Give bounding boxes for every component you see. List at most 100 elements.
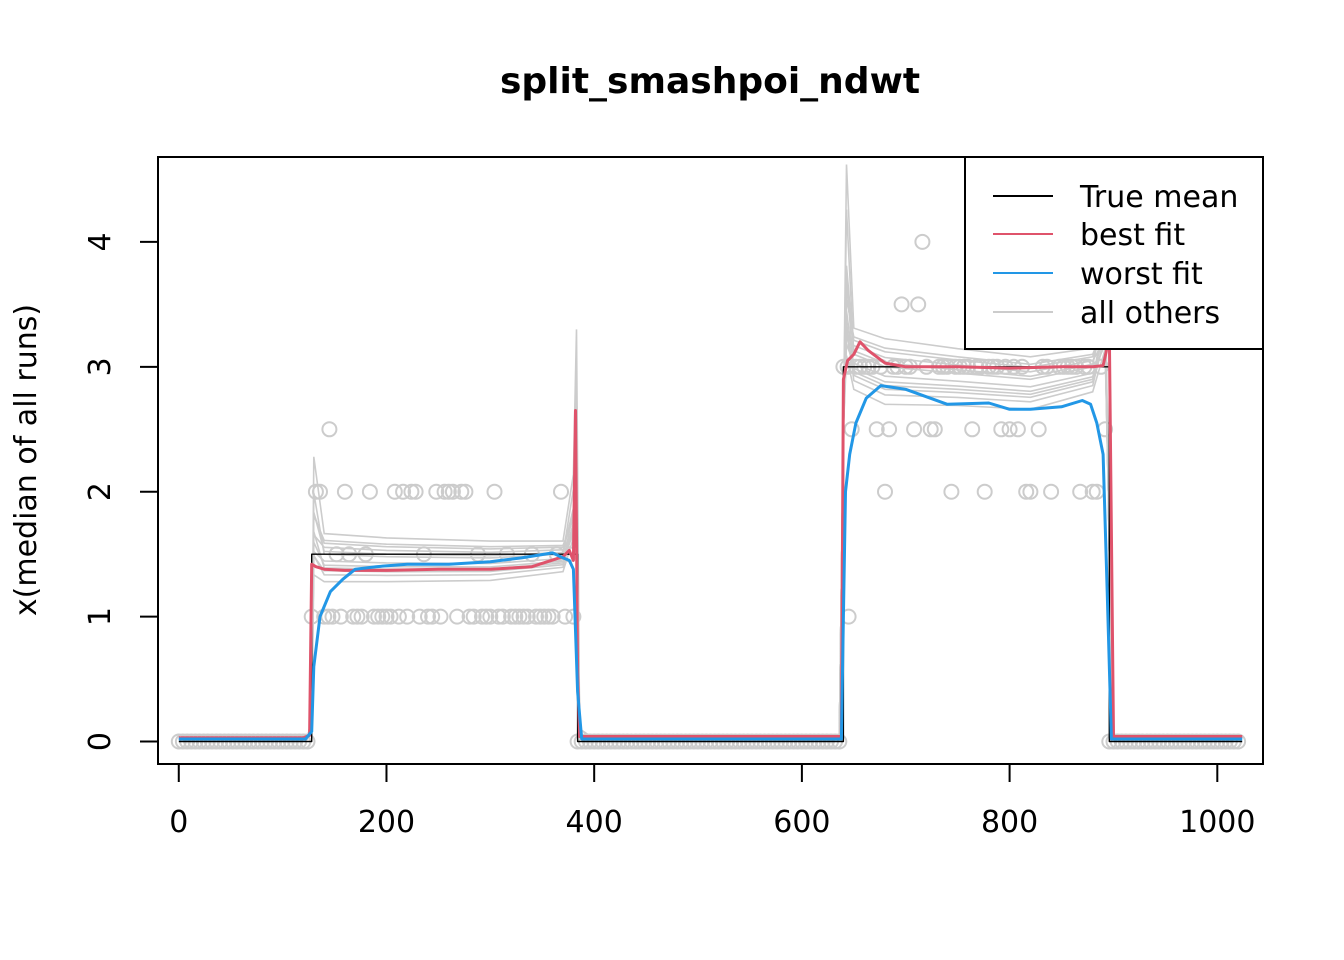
plot-area: [157, 156, 1264, 765]
x-axis: 0 200 400 600 800 1000: [169, 763, 1255, 840]
observation-point: [490, 608, 507, 625]
observation-point: [868, 421, 885, 438]
observation-point: [943, 483, 960, 500]
observation-point: [349, 608, 366, 625]
observation-point: [993, 421, 1010, 438]
observation-point: [444, 483, 461, 500]
observation-point: [386, 483, 403, 500]
observation-point: [532, 608, 549, 625]
observation-point: [382, 608, 399, 625]
y-axis-label: x(median of all runs): [9, 304, 44, 616]
observation-point: [411, 608, 428, 625]
observation-point: [482, 608, 499, 625]
observation-point: [361, 483, 378, 500]
observation-point: [1001, 421, 1018, 438]
observation-point: [926, 421, 943, 438]
observation-point: [332, 608, 349, 625]
true-mean-line: [178, 366, 1243, 743]
x-tick-label: 1000: [1179, 805, 1255, 840]
observation-point: [519, 608, 536, 625]
observation-point: [449, 608, 466, 625]
worst-fit-line: [178, 384, 1243, 741]
observation-point: [976, 483, 993, 500]
observation-point: [515, 608, 532, 625]
observation-point: [461, 608, 478, 625]
legend-label-all-others: all others: [1080, 296, 1220, 331]
chart-title: split_smashpoi_ndwt: [500, 61, 920, 102]
legend-label-worst-fit: worst fit: [1080, 257, 1203, 292]
observation-point: [440, 483, 457, 500]
observation-point: [353, 608, 370, 625]
observation-point: [474, 608, 490, 625]
observation-point: [1072, 483, 1089, 500]
y-tick-label: 4: [83, 232, 118, 251]
highlighted-fit-lines: [178, 327, 1243, 743]
observation-point: [1043, 483, 1060, 500]
x-tick-label: 600: [773, 805, 830, 840]
observation-point: [494, 608, 511, 625]
observation-point: [877, 483, 893, 500]
observation-point: [465, 608, 482, 625]
observation-point: [366, 608, 382, 625]
observation-point: [424, 608, 441, 625]
best-fit-line: [178, 327, 1243, 740]
observation-point: [507, 608, 524, 625]
observation-point: [893, 296, 910, 313]
observation-point: [321, 421, 338, 438]
observation-point: [914, 233, 931, 250]
observation-point: [395, 483, 412, 500]
observation-point: [544, 608, 561, 625]
observation-point: [1030, 421, 1047, 438]
observation-point: [307, 483, 324, 500]
observation-point: [336, 483, 353, 500]
observation-point: [428, 483, 445, 500]
observation-point: [503, 608, 520, 625]
observation-point: [370, 608, 387, 625]
observation-point: [1084, 483, 1101, 500]
observation-point: [910, 296, 927, 313]
legend-box: [964, 156, 1264, 350]
y-tick-label: 3: [83, 357, 118, 376]
observation-point: [1009, 421, 1026, 438]
observation-point: [964, 421, 981, 438]
observation-point: [881, 421, 898, 438]
observation-point: [553, 483, 569, 500]
observation-point: [420, 608, 436, 625]
y-tick-label: 0: [83, 732, 118, 751]
observation-point: [486, 483, 503, 500]
x-tick-label: 0: [169, 805, 188, 840]
observation-point: [436, 483, 453, 500]
observation-point: [453, 483, 470, 500]
observation-point: [540, 608, 557, 625]
observation-point: [324, 608, 341, 625]
observation-point: [478, 608, 495, 625]
observation-point: [511, 608, 528, 625]
observation-point: [403, 483, 420, 500]
observation-point: [528, 608, 544, 625]
observation-point: [557, 608, 574, 625]
observation-point: [432, 608, 449, 625]
x-tick-label: 400: [566, 805, 623, 840]
y-axis: 0 1 2 3 4: [83, 232, 159, 751]
legend: True mean best fit worst fit all others: [964, 156, 1264, 350]
legend-label-best-fit: best fit: [1080, 218, 1185, 253]
observation-point: [345, 608, 362, 625]
observation-point: [378, 608, 395, 625]
observation-point: [374, 608, 391, 625]
observation-point: [1022, 483, 1039, 500]
observation-point: [922, 421, 939, 438]
x-tick-label: 800: [981, 805, 1038, 840]
observation-point: [1018, 483, 1035, 500]
observation-point: [390, 608, 407, 625]
observation-point: [399, 608, 416, 625]
x-tick-label: 200: [358, 805, 415, 840]
observation-point: [843, 421, 860, 438]
observation-point: [536, 608, 553, 625]
observation-point: [457, 483, 474, 500]
observation-point: [407, 483, 424, 500]
y-tick-label: 1: [83, 607, 118, 626]
y-tick-label: 2: [83, 482, 118, 501]
observation-point: [906, 421, 923, 438]
legend-label-true-mean: True mean: [1079, 180, 1238, 215]
